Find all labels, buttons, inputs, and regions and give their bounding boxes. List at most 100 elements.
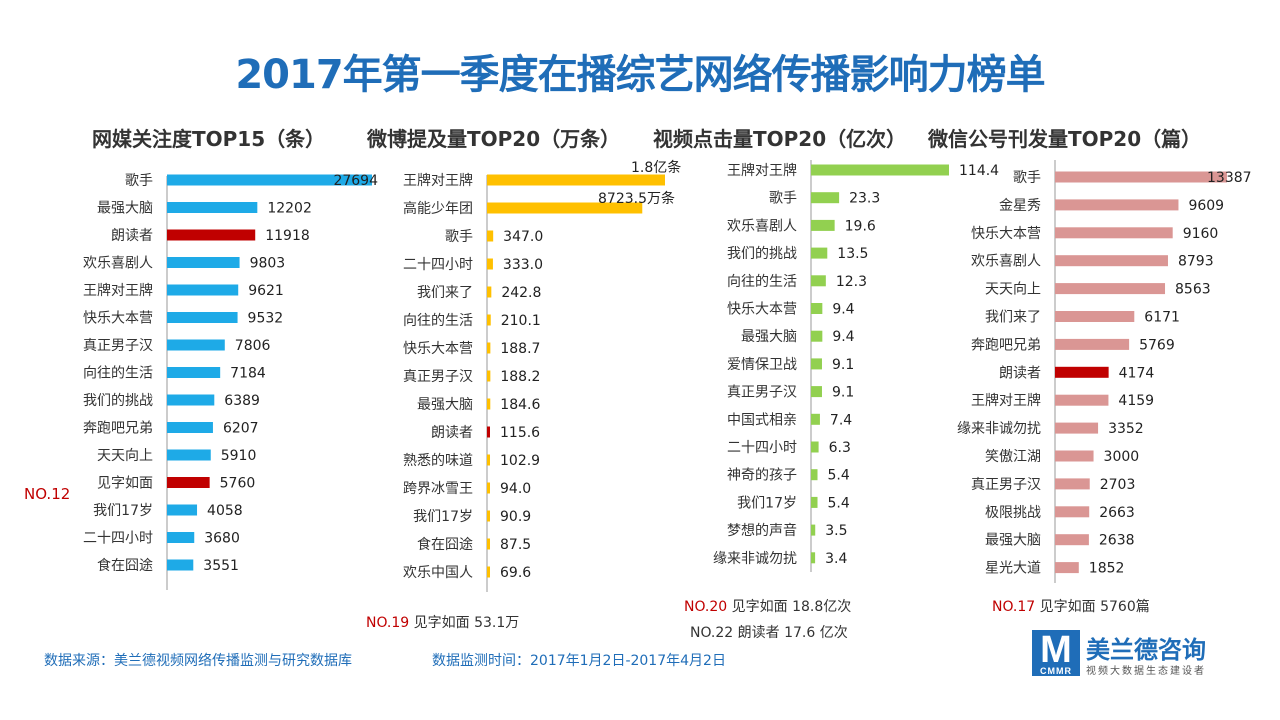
rank-note-weibo: NO.19 见字如面 53.1万 — [366, 615, 520, 631]
rank-note-wechat: NO.17 见字如面 5760篇 — [992, 599, 1150, 615]
value-label-2-12: 5.4 — [828, 495, 850, 511]
category-label-3-3: 欢乐喜剧人 — [971, 254, 1041, 270]
bar-2-11 — [811, 469, 818, 481]
rank-note-video: NO.20 见字如面 18.8亿次 — [684, 599, 852, 615]
category-label-3-14: 星光大道 — [985, 561, 1041, 577]
category-label-1-13: 食在囧途 — [417, 536, 473, 553]
value-label-3-5: 6171 — [1144, 310, 1180, 326]
value-label-2-3: 13.5 — [837, 246, 868, 262]
value-label-0-4: 9621 — [248, 283, 284, 299]
bar-3-13 — [1055, 534, 1089, 546]
category-label-3-8: 王牌对王牌 — [971, 392, 1041, 409]
value-label-2-11: 5.4 — [828, 468, 850, 484]
category-label-1-9: 朗读者 — [431, 424, 473, 441]
bar-0-9 — [167, 422, 213, 433]
category-label-0-11: 见字如面 — [97, 476, 153, 492]
value-label-1-1: 8723.5万条 — [598, 190, 675, 207]
category-label-0-6: 真正男子汉 — [83, 338, 153, 354]
bar-2-4 — [811, 275, 826, 287]
bar-0-8 — [167, 394, 215, 406]
bar-1-14 — [487, 566, 490, 578]
category-label-1-0: 王牌对王牌 — [403, 172, 473, 189]
bar-3-10 — [1055, 450, 1094, 462]
data-period: 数据监测时间：2017年1月2日-2017年4月2日 — [432, 653, 726, 669]
category-label-0-0: 歌手 — [125, 173, 153, 189]
value-label-1-5: 210.1 — [501, 313, 541, 329]
bar-0-4 — [167, 284, 239, 296]
value-label-1-2: 347.0 — [503, 229, 543, 245]
value-label-3-10: 3000 — [1104, 449, 1140, 465]
bar-0-5 — [167, 312, 238, 323]
bar-3-3 — [1055, 255, 1168, 267]
value-label-0-6: 7806 — [235, 338, 271, 354]
category-label-3-6: 奔跑吧兄弟 — [971, 337, 1041, 353]
category-label-2-6: 最强大脑 — [741, 329, 797, 345]
category-label-1-8: 最强大脑 — [417, 397, 473, 413]
value-label-1-0: 1.8亿条 — [631, 159, 681, 176]
value-label-1-10: 102.9 — [500, 453, 540, 469]
value-label-0-12: 4058 — [207, 503, 243, 519]
category-label-1-6: 快乐大本营 — [403, 341, 473, 357]
value-label-2-13: 3.5 — [825, 523, 847, 539]
bar-1-1 — [487, 202, 643, 214]
category-label-3-1: 金星秀 — [999, 198, 1041, 214]
bar-0-2 — [167, 229, 256, 241]
bar-1-4 — [487, 286, 492, 298]
value-label-1-11: 94.0 — [500, 481, 531, 497]
category-label-0-8: 我们的挑战 — [83, 393, 153, 409]
value-label-2-1: 23.3 — [849, 191, 880, 207]
category-label-3-11: 真正男子汉 — [971, 477, 1041, 493]
page-title: 2017年第一季度在播综艺网络传播影响力榜单 — [235, 52, 1045, 98]
cmmr-logo-mark: M CMMR — [1032, 630, 1080, 676]
category-label-1-14: 欢乐中国人 — [403, 565, 473, 581]
category-label-0-5: 快乐大本营 — [83, 311, 153, 327]
bar-0-7 — [167, 367, 221, 378]
value-label-2-7: 9.1 — [832, 357, 854, 373]
value-label-1-9: 115.6 — [500, 425, 540, 441]
value-label-0-3: 9803 — [250, 256, 286, 272]
bar-3-6 — [1055, 338, 1130, 350]
value-label-1-12: 90.9 — [500, 509, 531, 525]
category-label-2-5: 快乐大本营 — [727, 302, 797, 318]
category-label-1-3: 二十四小时 — [403, 257, 473, 273]
category-label-3-12: 极限挑战 — [985, 505, 1041, 521]
value-label-3-12: 2663 — [1099, 505, 1135, 521]
bar-0-6 — [167, 339, 225, 351]
value-label-1-8: 184.6 — [500, 397, 540, 413]
category-label-3-0: 歌手 — [1013, 170, 1041, 186]
rank-note-video-2: NO.22 朗读者 17.6 亿次 — [690, 625, 848, 641]
value-label-1-6: 188.7 — [500, 341, 540, 357]
bar-3-8 — [1055, 394, 1109, 406]
category-label-2-11: 神奇的孩子 — [727, 467, 797, 484]
category-label-2-8: 真正男子汉 — [727, 385, 797, 401]
bar-3-12 — [1055, 506, 1090, 518]
bar-3-2 — [1055, 227, 1173, 239]
category-label-1-12: 我们17岁 — [413, 509, 473, 525]
category-label-2-3: 我们的挑战 — [727, 246, 797, 262]
value-label-2-5: 9.4 — [832, 302, 854, 318]
bar-0-14 — [167, 559, 194, 571]
value-label-3-8: 4159 — [1118, 393, 1154, 409]
category-label-1-11: 跨界冰雪王 — [403, 481, 473, 497]
value-label-3-14: 1852 — [1089, 561, 1125, 577]
category-label-3-9: 缘来非诚勿扰 — [957, 421, 1041, 437]
bar-2-2 — [811, 219, 835, 231]
value-label-0-0: 27694 — [333, 173, 378, 189]
value-label-2-8: 9.1 — [832, 385, 854, 401]
category-label-2-1: 歌手 — [769, 191, 797, 207]
bar-2-3 — [811, 247, 828, 259]
bar-3-14 — [1055, 562, 1079, 574]
bar-2-9 — [811, 413, 820, 425]
value-label-0-11: 5760 — [220, 476, 256, 492]
category-label-2-12: 我们17岁 — [737, 495, 797, 511]
bar-3-9 — [1055, 422, 1099, 434]
bar-0-12 — [167, 504, 198, 516]
rank-note-web-media: NO.12 — [24, 485, 71, 503]
bar-3-7 — [1055, 366, 1109, 378]
bar-1-12 — [487, 510, 490, 522]
value-label-3-1: 9609 — [1188, 198, 1224, 214]
bar-3-5 — [1055, 311, 1135, 322]
value-label-3-3: 8793 — [1178, 254, 1214, 270]
bar-3-0 — [1055, 171, 1227, 183]
value-label-3-2: 9160 — [1183, 226, 1219, 242]
